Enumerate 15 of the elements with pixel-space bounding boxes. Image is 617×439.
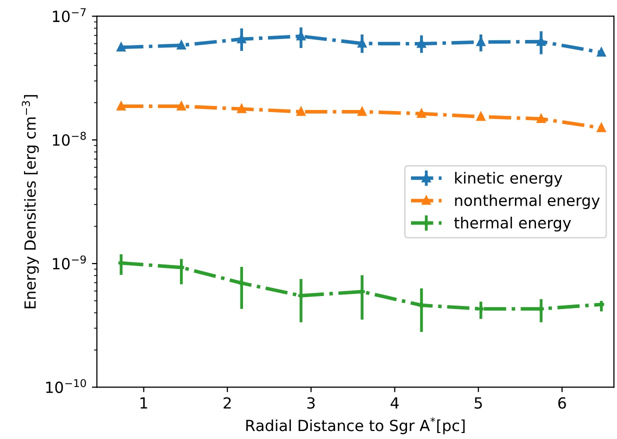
x-tick-label: 2 bbox=[224, 397, 231, 409]
legend-label: nonthermal energy bbox=[455, 194, 600, 210]
legend-label: kinetic energy bbox=[455, 172, 562, 187]
x-tick-label: 5 bbox=[474, 397, 482, 409]
x-tick-label: 1 bbox=[140, 397, 148, 409]
legend-label: thermal energy bbox=[454, 216, 571, 232]
x-tick-label: 4 bbox=[390, 397, 399, 409]
y-tick-label: 10$^{−8}$ bbox=[52, 132, 86, 146]
y-tick-label: 10$^{−9}$ bbox=[52, 255, 86, 270]
x-axis-title: Radial Distance to Sgr A$^{*}$[pc] bbox=[246, 417, 465, 434]
x-tick-label: 6 bbox=[558, 397, 566, 409]
y-tick-label: 10$^{−10}$ bbox=[46, 379, 86, 394]
y-tick-label: 10$^{−7}$ bbox=[52, 8, 86, 22]
x-tick-label: 3 bbox=[307, 397, 315, 409]
y-axis-title: Energy Densities [erg cm$^{−3}$] bbox=[22, 95, 39, 308]
